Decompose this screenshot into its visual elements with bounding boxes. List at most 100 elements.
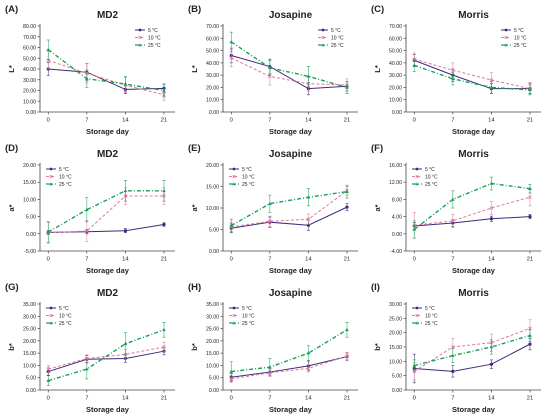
data-point xyxy=(162,345,166,349)
x-tick-label: 7 xyxy=(268,396,271,402)
legend-label: 5 °C xyxy=(514,28,524,34)
data-point xyxy=(451,353,455,357)
y-tick-label: 70.00 xyxy=(206,24,219,30)
data-point xyxy=(268,219,272,224)
legend-marker xyxy=(232,167,236,171)
legend-marker xyxy=(49,313,53,318)
y-tick-label: -5.00 xyxy=(24,249,36,255)
chart-title: Josapine xyxy=(269,288,313,299)
data-point xyxy=(123,188,128,193)
y-tick-label: 0.00 xyxy=(209,110,219,116)
legend-marker xyxy=(49,182,53,186)
y-tick-label: 15.00 xyxy=(206,351,219,357)
legend-marker xyxy=(415,167,419,171)
legend: 5 °C10 °C 25 °C xyxy=(135,28,161,49)
series-line xyxy=(230,41,348,89)
data-point xyxy=(451,197,455,201)
panel-label: (B) xyxy=(188,4,201,15)
x-tick-label: 0 xyxy=(413,257,416,263)
y-tick-label: 10.00 xyxy=(206,98,219,104)
x-tick-label: 21 xyxy=(344,396,350,402)
series xyxy=(46,322,166,386)
panel-label: (F) xyxy=(371,143,383,154)
data-point xyxy=(162,327,166,332)
y-tick-label: 20.00 xyxy=(389,85,402,91)
data-point xyxy=(46,367,51,371)
legend-marker xyxy=(138,28,142,32)
y-tick-label: 15.00 xyxy=(389,345,402,351)
series xyxy=(229,186,349,232)
data-point xyxy=(489,85,494,89)
y-tick-label: 20.00 xyxy=(23,163,36,169)
data-point xyxy=(489,362,494,366)
x-axis-label: Storage day xyxy=(269,127,313,136)
legend-marker xyxy=(321,43,325,47)
series-line xyxy=(414,327,531,372)
y-tick-label: 30.00 xyxy=(206,314,219,320)
data-point xyxy=(451,345,455,349)
data-point xyxy=(123,82,128,86)
legend-marker xyxy=(504,35,508,40)
legend-marker xyxy=(232,174,236,179)
y-tick-label: 25.00 xyxy=(389,316,402,322)
data-point xyxy=(85,207,89,212)
data-point xyxy=(412,227,417,231)
chart-panel: (G) MD2 0.00 5.00 10.00 15.00 20.00 25.00 30.00 3… xyxy=(5,282,175,414)
x-axis-label: Storage day xyxy=(86,127,130,136)
y-tick-label: 4.00 xyxy=(392,215,402,221)
series xyxy=(46,341,166,374)
legend-label: 5 °C xyxy=(242,306,252,312)
data-point xyxy=(528,342,532,346)
y-axis-label: a* xyxy=(7,204,16,211)
data-point xyxy=(46,47,51,51)
data-point xyxy=(528,87,532,92)
x-axis-label: Storage day xyxy=(452,127,496,136)
y-tick-label: 0.00 xyxy=(209,388,219,394)
panel-label: (A) xyxy=(5,4,18,15)
legend-marker xyxy=(49,167,53,171)
legend-marker xyxy=(415,182,419,186)
x-tick-label: 7 xyxy=(451,118,454,124)
y-tick-label: 50.00 xyxy=(23,56,36,62)
legend-label: 10 °C xyxy=(514,35,527,41)
data-point xyxy=(229,223,234,227)
x-tick-label: 21 xyxy=(527,257,533,263)
legend: 5 °C10 °C 25 °C xyxy=(46,306,72,327)
y-tick-label: 15.00 xyxy=(23,351,36,357)
series-line xyxy=(48,59,165,96)
y-axis-label: L* xyxy=(373,65,382,73)
y-tick-label: 30.00 xyxy=(389,302,402,308)
y-tick-label: 30.00 xyxy=(23,314,36,320)
x-tick-label: 14 xyxy=(305,118,312,124)
y-tick-label: 70.00 xyxy=(23,35,36,41)
legend-label: 10 °C xyxy=(148,35,161,41)
legend-label: 10 °C xyxy=(242,313,255,319)
x-tick-label: 7 xyxy=(268,118,271,124)
legend-marker xyxy=(415,174,419,179)
x-tick-label: 0 xyxy=(230,396,233,402)
data-point xyxy=(306,217,311,221)
y-tick-label: 30.00 xyxy=(23,78,36,84)
legend-label: 25 °C xyxy=(59,182,72,188)
data-point xyxy=(345,205,349,209)
y-tick-label: 10.00 xyxy=(23,197,36,203)
y-tick-label: 8.00 xyxy=(392,197,402,203)
series-line xyxy=(231,190,348,228)
x-tick-label: 21 xyxy=(527,118,533,124)
legend: 5 °C10 °C 25 °C xyxy=(229,167,255,188)
legend-label: 10 °C xyxy=(425,174,438,180)
y-tick-label: 10.00 xyxy=(206,206,219,212)
data-point xyxy=(162,88,166,92)
data-point xyxy=(268,201,272,205)
legend-label: 5 °C xyxy=(59,306,69,312)
chart-title: MD2 xyxy=(97,288,119,299)
series xyxy=(412,319,532,381)
y-tick-label: 15.00 xyxy=(206,185,219,191)
legend-label: 25 °C xyxy=(242,182,255,188)
y-tick-label: 5.00 xyxy=(209,228,219,234)
series xyxy=(46,62,166,95)
y-tick-label: 20.00 xyxy=(206,85,219,91)
y-tick-label: 20.00 xyxy=(206,163,219,169)
panel-label: (E) xyxy=(188,143,201,154)
y-tick-label: 60.00 xyxy=(23,46,36,52)
